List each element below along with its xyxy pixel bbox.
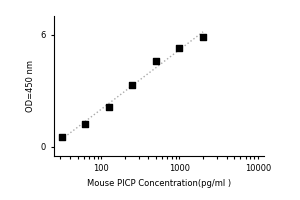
Point <box>106 106 111 109</box>
Point <box>201 35 206 38</box>
Point <box>59 136 64 139</box>
Point <box>83 123 88 126</box>
X-axis label: Mouse PICP Concentration(pg/ml ): Mouse PICP Concentration(pg/ml ) <box>87 179 231 188</box>
Point <box>130 83 135 87</box>
Y-axis label: OD=450 nm: OD=450 nm <box>26 60 35 112</box>
Point <box>177 46 182 49</box>
Point <box>154 59 158 62</box>
